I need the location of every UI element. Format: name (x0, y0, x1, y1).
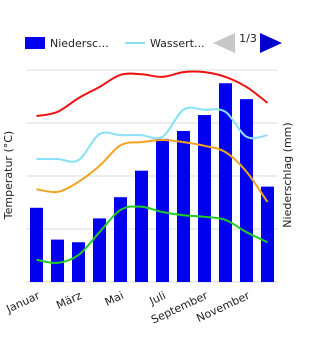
bar (240, 99, 253, 283)
bar (135, 170, 148, 282)
bar (198, 115, 211, 282)
x-tick-label: Mai (103, 289, 126, 309)
bar (177, 130, 190, 282)
legend-label: Wassert... (150, 37, 204, 50)
x-tick-label: Januar (3, 289, 42, 316)
line (36, 106, 268, 163)
line (36, 70, 269, 118)
x-tick-label: März (54, 289, 84, 312)
bar (156, 138, 169, 282)
bar (30, 207, 43, 282)
line (36, 138, 269, 203)
y2-axis-label: Niederschlag (mm) (281, 122, 294, 227)
bar (261, 186, 274, 282)
bar (72, 242, 85, 282)
page: {"chart_data": {"type": "bar", "y_label"… (2, 32, 294, 327)
bar (219, 83, 232, 282)
line (36, 205, 268, 265)
legend-swatch (25, 37, 45, 49)
prev-page-button[interactable] (213, 33, 235, 53)
bar (51, 239, 64, 282)
x-tick-label: Juli (147, 289, 168, 308)
next-page-button[interactable] (260, 33, 282, 53)
pager-label: 1/3 (239, 32, 257, 45)
y-axis-label: Temperatur (°C) (2, 131, 15, 220)
bar (114, 197, 127, 282)
legend-label: Niedersc... (50, 37, 109, 50)
bar (93, 218, 106, 282)
chart: Temperatur (°C) Niederschlag (mm) 1/3 Ja… (2, 32, 294, 326)
